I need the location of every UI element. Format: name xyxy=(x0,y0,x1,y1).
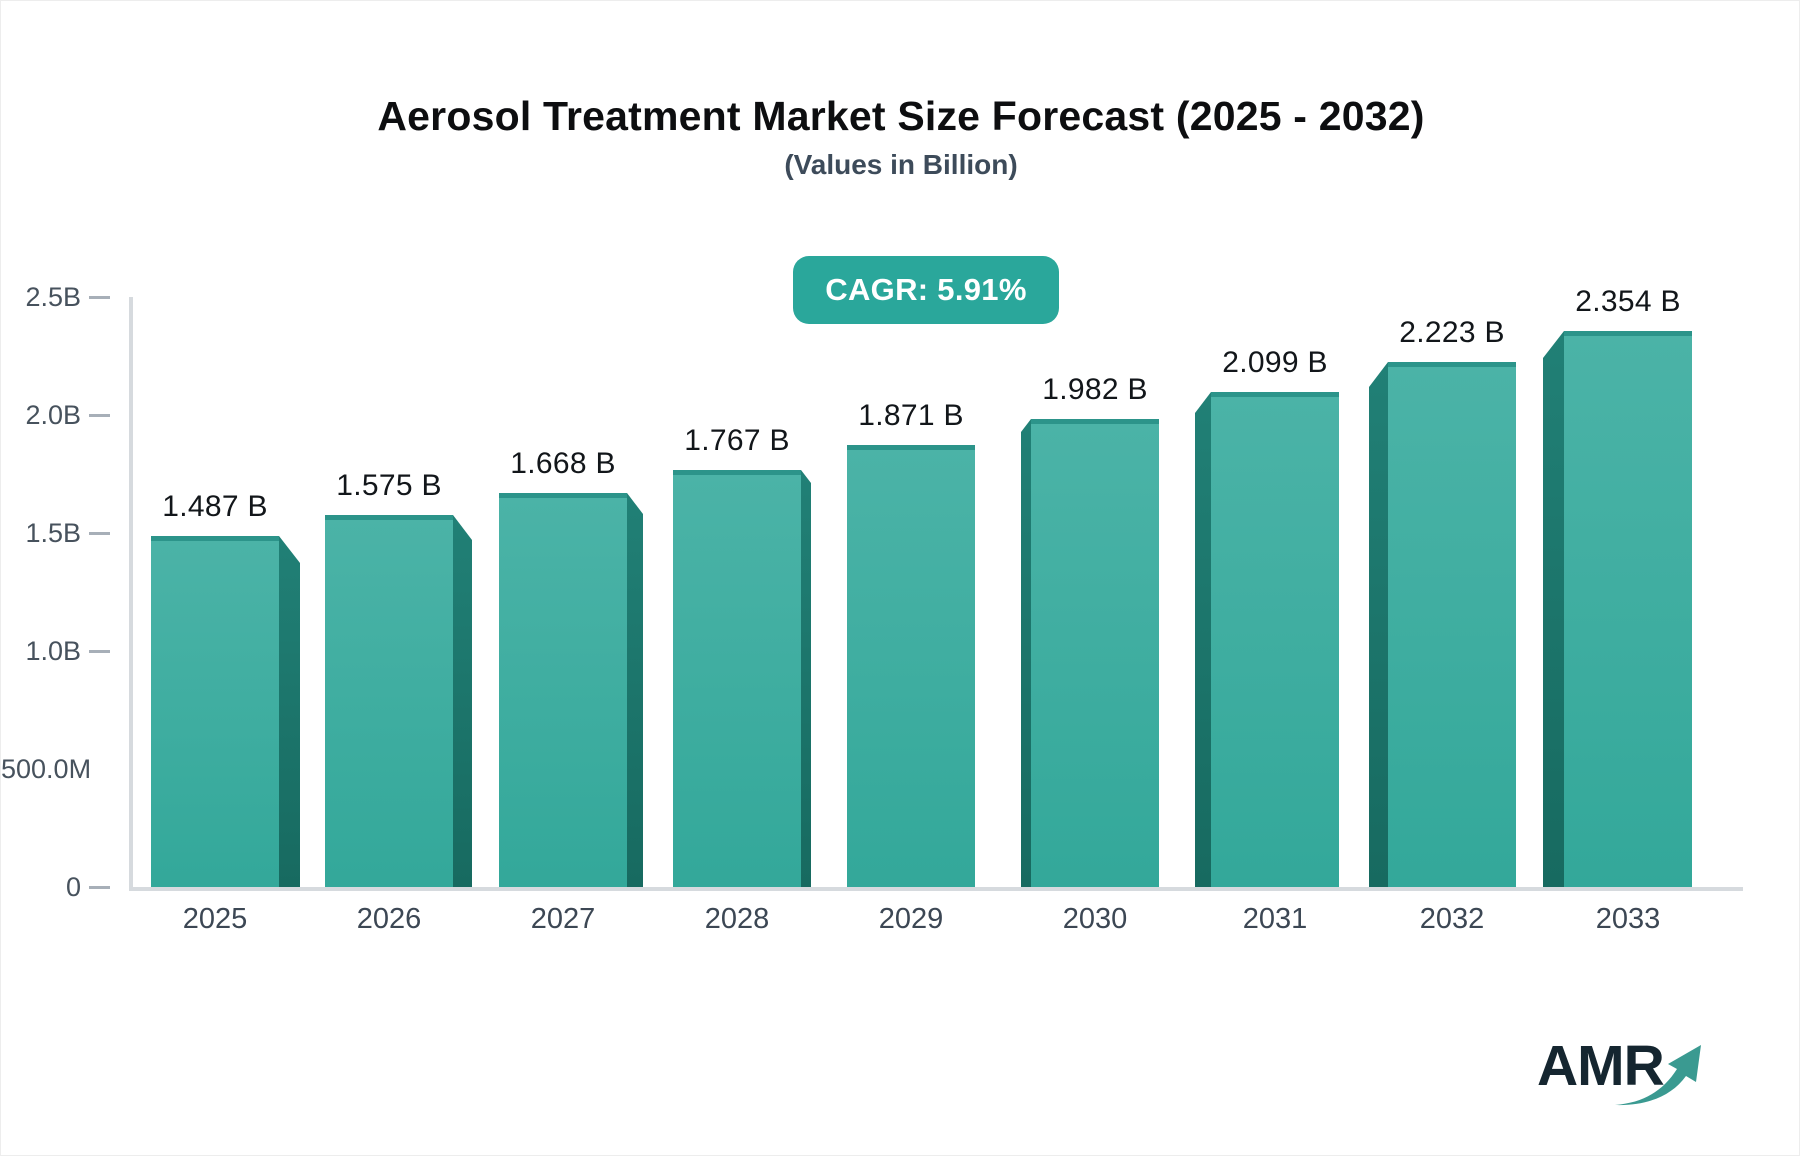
y-tick-label: 2.5B xyxy=(25,282,81,312)
x-tick-label: 2029 xyxy=(878,903,944,935)
x-tick-label: 2032 xyxy=(1419,903,1485,935)
x-tick-label: 2031 xyxy=(1242,903,1308,935)
bar-2025[interactable] xyxy=(151,536,279,887)
y-tick-label: 2.0B xyxy=(25,400,81,430)
y-tick-label: 0 xyxy=(65,872,81,902)
y-tick-dash xyxy=(89,886,110,889)
bar-value-label: 2.223 B xyxy=(1399,316,1505,349)
bar-2030[interactable] xyxy=(1031,419,1159,887)
bar-value-label: 2.354 B xyxy=(1575,285,1681,318)
y-tick-dash xyxy=(89,650,110,653)
amr-logo-text: AMR xyxy=(1537,1034,1665,1098)
x-tick-label: 2025 xyxy=(182,903,248,935)
bar-2029[interactable] xyxy=(847,445,975,887)
cagr-badge: CAGR: 5.91% xyxy=(793,256,1059,324)
growth-arrow-icon xyxy=(1615,1045,1701,1106)
bar-side-2033 xyxy=(1543,331,1564,887)
x-tick-label: 2033 xyxy=(1595,903,1661,935)
bar-2032[interactable] xyxy=(1388,362,1516,887)
bar-side-2032 xyxy=(1369,362,1388,887)
bar-side-2028 xyxy=(801,470,811,887)
x-tick-label: 2028 xyxy=(704,903,770,935)
x-tick-label: 2026 xyxy=(356,903,422,935)
y-tick-dash xyxy=(89,532,110,535)
bar-side-2030 xyxy=(1021,419,1031,887)
bar-2033[interactable] xyxy=(1564,331,1692,887)
bar-value-label: 2.099 B xyxy=(1222,346,1328,379)
y-tick-label: 1.0B xyxy=(25,636,81,666)
page-title: Aerosol Treatment Market Size Forecast (… xyxy=(377,93,1425,139)
bar-2028[interactable] xyxy=(673,470,801,887)
x-tick-label: 2030 xyxy=(1062,903,1128,935)
bar-side-2027 xyxy=(627,493,643,887)
y-axis-line xyxy=(129,297,133,890)
bar-value-label: 1.767 B xyxy=(684,424,790,457)
bar-value-label: 1.575 B xyxy=(336,469,442,502)
bar-side-2026 xyxy=(453,515,472,887)
y-tick-label: 1.5B xyxy=(25,518,81,548)
amr-logo: AMR xyxy=(1533,1033,1743,1123)
x-axis-line xyxy=(129,887,1743,891)
y-tick-dash xyxy=(89,414,110,417)
bar-value-label: 1.668 B xyxy=(510,447,616,480)
bar-side-2031 xyxy=(1195,392,1211,887)
bar-2026[interactable] xyxy=(325,515,453,887)
y-tick-label: 500.0M xyxy=(1,754,92,784)
bar-value-label: 1.871 B xyxy=(858,399,964,432)
bar-value-label: 1.982 B xyxy=(1042,373,1148,406)
bar-2031[interactable] xyxy=(1211,392,1339,887)
y-tick-dash xyxy=(89,296,110,299)
chart-subtitle: (Values in Billion) xyxy=(784,149,1018,180)
x-tick-label: 2027 xyxy=(530,903,596,935)
bar-2027[interactable] xyxy=(499,493,627,887)
bar-value-label: 1.487 B xyxy=(162,490,268,523)
bar-side-2025 xyxy=(279,536,300,887)
